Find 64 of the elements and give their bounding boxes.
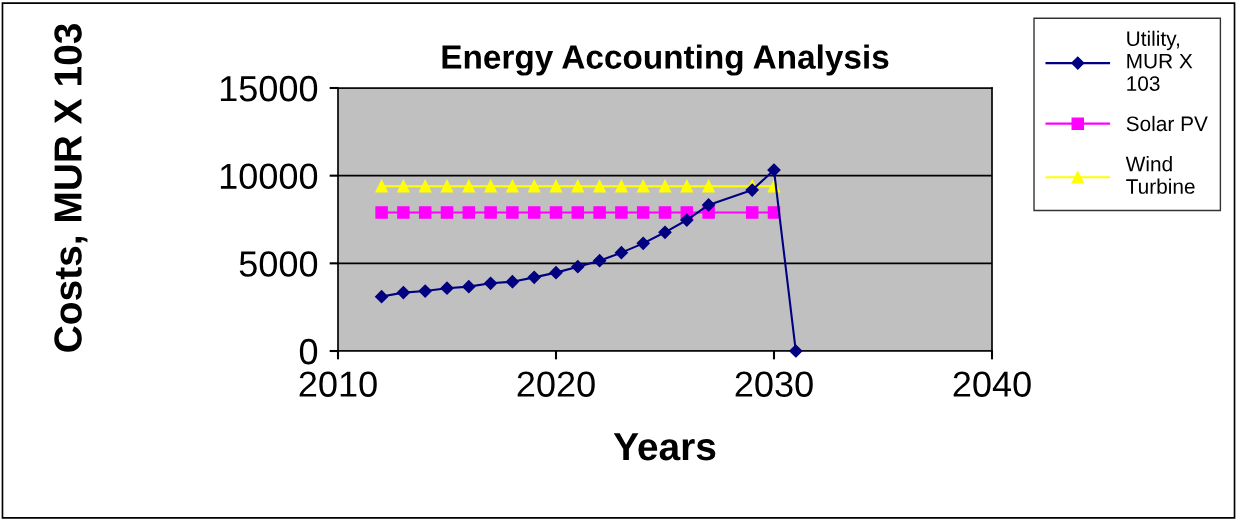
point (549, 206, 563, 219)
point (593, 179, 606, 193)
x-tick-label: 2030 (735, 371, 813, 397)
point (440, 206, 454, 219)
point (680, 213, 694, 227)
point (658, 179, 672, 193)
y-tick-label: 5000 (239, 251, 318, 277)
point (396, 286, 410, 300)
point (462, 280, 476, 294)
point (397, 206, 410, 219)
point (593, 206, 606, 219)
point (636, 179, 650, 193)
point (418, 284, 432, 298)
point (440, 179, 454, 193)
point (484, 206, 497, 219)
point (745, 183, 759, 197)
x-tick-label: 2040 (953, 371, 1031, 397)
y-tick-label: 15000 (220, 75, 318, 102)
point (658, 206, 672, 219)
point (745, 206, 759, 219)
point (440, 281, 454, 295)
point (549, 179, 563, 193)
point (789, 344, 803, 358)
legend-label: Solar PV (1126, 115, 1208, 132)
point (571, 179, 585, 193)
point (375, 290, 389, 304)
point (767, 163, 781, 177)
y-axis-title: Costs, MUR X 103 (54, 24, 88, 352)
x-tick-label: 2020 (517, 371, 595, 397)
point (702, 179, 715, 193)
point (593, 254, 607, 268)
point (527, 179, 541, 193)
point (614, 246, 628, 260)
point (462, 179, 476, 193)
point (571, 260, 585, 274)
legend-label: Wind Turbine (1125, 156, 1195, 194)
point (658, 225, 672, 239)
point (418, 179, 432, 193)
point (549, 266, 563, 280)
x-tick-label: 2010 (299, 371, 377, 397)
point (702, 198, 716, 212)
y-tick-label: 0 (299, 338, 318, 365)
point (615, 206, 628, 219)
legend-label: Utility, MUR X 103 (1127, 30, 1193, 91)
point (527, 270, 541, 284)
x-axis-title: Years (613, 433, 716, 461)
point (506, 206, 519, 219)
point (375, 179, 388, 193)
point (527, 206, 541, 219)
point (680, 179, 694, 193)
point (571, 206, 585, 219)
chart-title: Energy Accounting Analysis (442, 44, 889, 76)
y-tick-label: 10000 (220, 163, 318, 190)
point (615, 179, 628, 193)
point (462, 206, 476, 219)
point (484, 276, 498, 290)
point (506, 179, 519, 193)
point (636, 206, 650, 219)
point (375, 206, 388, 219)
point (505, 275, 519, 289)
point (397, 179, 410, 193)
point (418, 206, 432, 219)
point (636, 236, 650, 250)
point (484, 179, 497, 193)
